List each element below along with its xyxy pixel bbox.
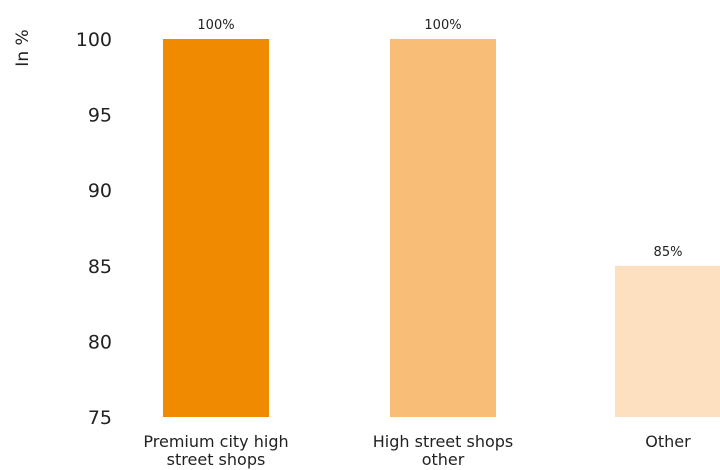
y-tick-label: 80: [88, 331, 112, 353]
y-tick-label: 75: [88, 407, 112, 429]
bar: [390, 39, 496, 417]
bar: [163, 39, 269, 417]
x-tick-label: Other: [645, 432, 691, 451]
data-label: 100%: [197, 18, 234, 33]
y-tick-label: 100: [76, 29, 112, 51]
bars: [163, 39, 720, 417]
x-tick-label: Premium city high street shops: [143, 432, 288, 469]
y-axis-label: In %: [13, 29, 33, 66]
data-label: 85%: [654, 245, 683, 260]
bar: [615, 265, 720, 417]
x-tick-labels: Premium city high street shops High street…: [143, 432, 691, 469]
y-tick-label: 85: [88, 256, 112, 278]
y-tick-labels: 75 80 85 90 95 100: [76, 29, 112, 429]
x-tick-label: High street shops other: [373, 432, 514, 469]
data-labels: 100% 100% 85%: [197, 18, 682, 260]
y-tick-label: 95: [88, 105, 112, 127]
data-label: 100%: [424, 18, 461, 33]
y-tick-label: 90: [88, 180, 112, 202]
